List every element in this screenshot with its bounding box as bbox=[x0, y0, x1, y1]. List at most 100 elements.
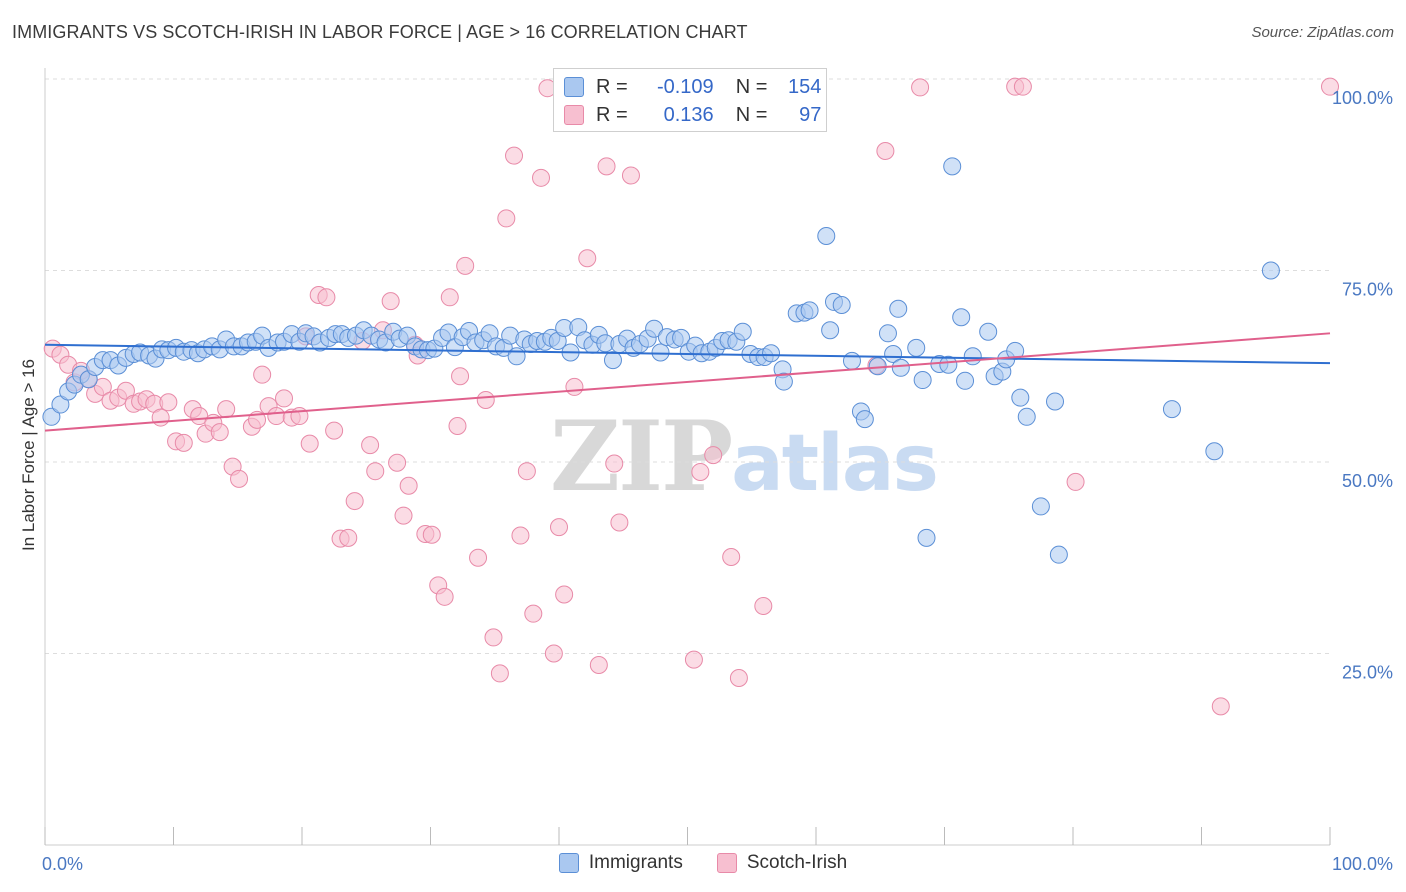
y-tick-label: 50.0% bbox=[1342, 471, 1393, 491]
scotch-irish-point bbox=[1066, 472, 1085, 491]
scotch-irish-point bbox=[511, 526, 530, 545]
immigrants-swatch bbox=[564, 77, 584, 97]
scotch-irish-legend-swatch bbox=[716, 853, 737, 873]
grid-lines bbox=[45, 78, 1330, 654]
immigrants-legend-swatch bbox=[558, 853, 579, 873]
immigrants-point bbox=[1046, 392, 1065, 411]
scotch-irish-point bbox=[151, 408, 170, 427]
immigrants-point bbox=[832, 295, 851, 314]
legend-label-immigrants: Immigrants bbox=[588, 852, 683, 873]
immigrants-point bbox=[943, 157, 962, 176]
scotch-irish-point bbox=[345, 492, 364, 511]
y-tick-label: 25.0% bbox=[1342, 663, 1393, 683]
immigrants-point bbox=[762, 344, 781, 363]
scotch-irish-point bbox=[490, 664, 509, 683]
scotch-irish-point bbox=[911, 78, 930, 97]
immigrants-point bbox=[1031, 497, 1050, 516]
scotch-irish-swatch bbox=[564, 105, 584, 125]
scotch-irish-point bbox=[93, 377, 112, 396]
scotch-irish-point bbox=[691, 462, 710, 481]
immigrants-point bbox=[800, 301, 819, 320]
scotch-irish-point bbox=[422, 525, 441, 544]
y-tick-label: 75.0% bbox=[1342, 280, 1393, 300]
legend-row-immigrants: R = -0.109 N = 154 bbox=[564, 73, 821, 101]
immigrants-point bbox=[1017, 407, 1036, 426]
scotch-irish-point bbox=[610, 513, 629, 532]
scotch-irish-point bbox=[448, 416, 467, 435]
immigrants-point bbox=[952, 308, 971, 327]
legend-n-label: N = bbox=[735, 75, 768, 98]
scotch-irish-point bbox=[394, 506, 413, 525]
scotch-irish-point bbox=[381, 292, 400, 311]
immigrants-point bbox=[774, 372, 793, 391]
source-label: Source: ZipAtlas.com bbox=[1251, 24, 1394, 41]
immigrants-point bbox=[939, 355, 958, 374]
immigrants-point bbox=[42, 407, 61, 426]
scotch-irish-point bbox=[253, 365, 272, 384]
scotch-irish-point bbox=[605, 454, 624, 473]
scotch-irish-point bbox=[1321, 77, 1339, 96]
scotch-irish-point bbox=[325, 421, 344, 440]
immigrants-point bbox=[963, 347, 982, 366]
scotch-irish-point bbox=[476, 390, 495, 409]
legend-r-label: R = bbox=[596, 75, 628, 98]
scotch-irish-point bbox=[505, 146, 524, 165]
y-axis-title: In Labor Force | Age > 16 bbox=[19, 359, 38, 551]
scotch-irish-point bbox=[440, 288, 459, 307]
legend-item-immigrants: Immigrants bbox=[558, 852, 683, 874]
y-tick-label: 100.0% bbox=[1332, 88, 1393, 108]
scotch-irish-point bbox=[532, 168, 551, 187]
scotch-irish-point bbox=[578, 249, 597, 268]
scotch-irish-point bbox=[597, 157, 616, 176]
scotch-irish-point bbox=[210, 423, 229, 442]
legend-n-value: 154 bbox=[788, 75, 822, 98]
scotch-irish-point bbox=[469, 548, 488, 567]
trend-lines bbox=[44, 332, 1331, 432]
scotch-irish-point bbox=[1013, 77, 1032, 96]
legend-r-value: -0.109 bbox=[656, 75, 714, 98]
scotch-irish-point bbox=[451, 367, 470, 386]
immigrants-point bbox=[821, 321, 840, 340]
scotch-irish-point bbox=[275, 389, 294, 408]
scotch-irish-point bbox=[550, 518, 568, 537]
scotch-irish-point bbox=[435, 587, 454, 606]
legend-r-value: 0.136 bbox=[663, 103, 714, 126]
scotch-irish-points bbox=[43, 77, 1339, 716]
immigrants-trend-line bbox=[44, 343, 1331, 365]
scotch-irish-point bbox=[159, 393, 178, 412]
scotch-irish-point bbox=[399, 476, 418, 495]
scotch-irish-point bbox=[621, 166, 640, 185]
series-legend: Immigrants Scotch-Irish bbox=[0, 852, 1406, 874]
immigrants-points bbox=[42, 157, 1280, 564]
scotch-irish-point bbox=[722, 547, 741, 566]
scotch-irish-point bbox=[555, 585, 574, 604]
scotch-irish-point bbox=[544, 644, 563, 663]
scotch-irish-point bbox=[524, 604, 543, 623]
immigrants-point bbox=[651, 343, 670, 362]
x-tick-label: 100.0% bbox=[1332, 854, 1393, 874]
immigrants-point bbox=[979, 322, 998, 341]
immigrants-point bbox=[891, 358, 910, 377]
immigrants-point bbox=[956, 371, 975, 390]
immigrants-point bbox=[1205, 442, 1224, 461]
watermark-zip: ZIP bbox=[550, 400, 733, 513]
scotch-irish-point bbox=[729, 669, 748, 688]
correlation-legend: R = -0.109 N = 154 R = 0.136 N = 97 bbox=[553, 68, 827, 132]
immigrants-point bbox=[1162, 400, 1181, 419]
scotch-irish-point bbox=[174, 433, 193, 452]
axes bbox=[44, 68, 1331, 846]
scotch-irish-point bbox=[361, 436, 380, 455]
immigrants-point bbox=[855, 410, 874, 429]
immigrants-point bbox=[917, 528, 936, 547]
legend-item-scotch-irish: Scotch-Irish bbox=[716, 852, 847, 874]
immigrants-point bbox=[1049, 545, 1068, 564]
legend-row-scotch-irish: R = 0.136 N = 97 bbox=[564, 101, 821, 129]
scotch-irish-point bbox=[217, 400, 236, 419]
scotch-irish-point bbox=[484, 628, 503, 647]
immigrants-point bbox=[733, 322, 752, 341]
scotch-irish-point bbox=[339, 528, 358, 547]
scotch-irish-point bbox=[754, 597, 773, 616]
scotch-irish-point bbox=[497, 209, 516, 228]
scotch-irish-point bbox=[317, 288, 336, 307]
